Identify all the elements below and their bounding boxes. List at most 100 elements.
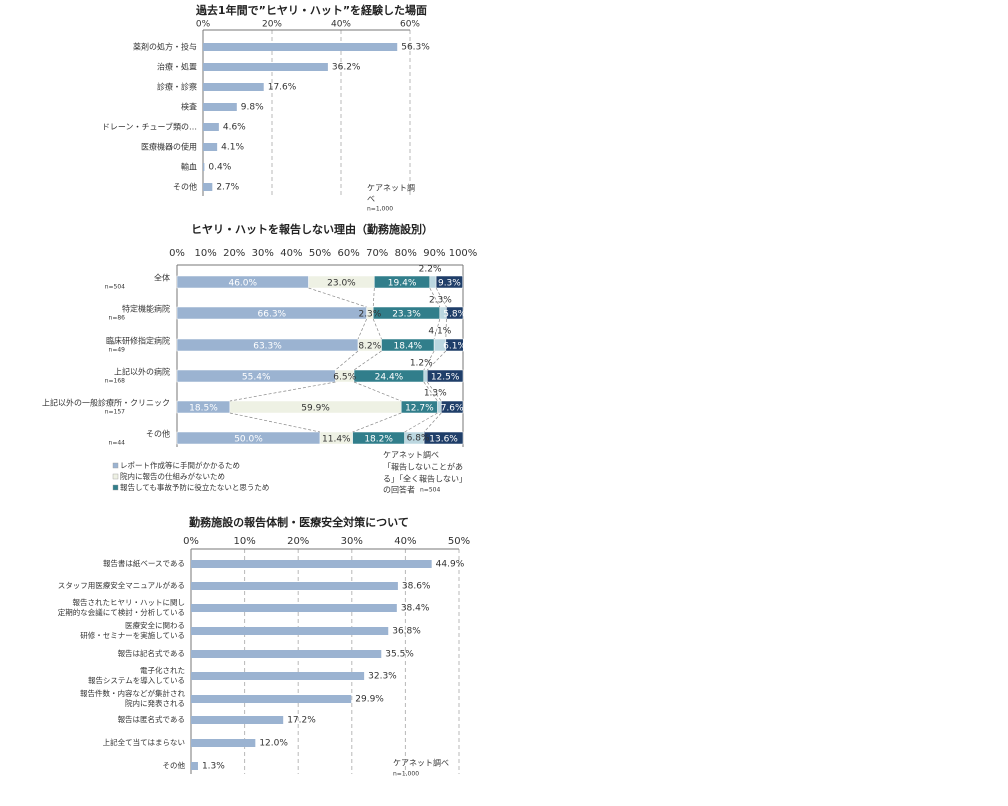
chart-2-segment	[441, 400, 464, 414]
chart-2-value-label: 6.1%	[443, 342, 466, 352]
chart-3-bar	[191, 695, 352, 703]
chart-2-value-label: 1.3%	[424, 389, 447, 399]
chart-2-category-n: n=168	[105, 378, 125, 385]
chart-2-connector-line	[423, 381, 438, 402]
chart-2-value-label: 13.6%	[429, 435, 458, 445]
chart-2: ヒヤリ・ハットを報告しない理由（勤務施設別） 0% 10% 20% 30% 40% 50% 6…	[42, 222, 477, 495]
chart-2-category-n: n=44	[109, 440, 126, 447]
chart-3-value-label: 35.5%	[385, 650, 414, 660]
chart-2-value-label: 7.6%	[441, 404, 464, 414]
chart-3-tick-label: 30%	[341, 536, 363, 547]
chart-3-value-label: 29.9%	[355, 695, 384, 705]
chart-2-value-label: 18.2%	[364, 435, 393, 445]
chart-1-source-note: n=1,000	[367, 206, 393, 213]
chart-3-title: 勤務施設の報告体制・医療安全対策について	[189, 515, 409, 529]
chart-3-bar	[191, 627, 389, 635]
chart-3-value-label: 44.9%	[436, 560, 465, 570]
chart-2-source-note: ケアネット調べ	[383, 450, 439, 460]
chart-3-tick-label: 40%	[394, 536, 416, 547]
chart-3-category-label: 報告書は紙ベースである	[103, 558, 185, 568]
chart-1-title: 過去1年間で”ヒヤリ・ハット”を経験した場面	[195, 3, 427, 17]
chart-1-bar	[203, 83, 264, 91]
chart-3-category-label: 報告は匿名式である	[118, 714, 185, 724]
chart-2-connector-line	[429, 287, 441, 308]
chart-1-value-label: 9.8%	[241, 103, 264, 113]
chart-3-category-label: 院内に発表される	[125, 698, 185, 708]
chart-2-value-label: 2.2%	[419, 265, 442, 275]
chart-2-category-label: 特定機能病院	[122, 304, 170, 314]
chart-3-category-label: 報告は記名式である	[118, 648, 185, 658]
chart-2-tick-label: 10%	[194, 248, 216, 259]
chart-2-value-label: 4.1%	[428, 327, 451, 337]
chart-2-connector-line	[372, 318, 382, 340]
chart-1-category-label: ドレーン・チューブ類の…	[102, 122, 197, 132]
chart-2-tick-label: 40%	[280, 248, 302, 259]
chart-2-title: ヒヤリ・ハットを報告しない理由（勤務施設別）	[191, 222, 433, 236]
chart-2-tick-label: 80%	[395, 248, 417, 259]
chart-1-tick-label: 60%	[400, 20, 420, 30]
chart-1-tick-label: 20%	[262, 20, 282, 30]
chart-2-legend-swatch	[112, 473, 119, 480]
chart-3-category-label: 報告システムを導入している	[88, 675, 185, 685]
chart-1-category-label: 医療機器の使用	[141, 142, 197, 152]
chart-2-segment	[435, 275, 463, 289]
chart-1-tick-label: 0%	[196, 20, 211, 30]
chart-1-category-label: 輸血	[181, 162, 197, 172]
chart-2-connector-line	[353, 381, 402, 402]
chart-2-value-label: 55.4%	[242, 373, 271, 383]
chart-3-source-note: n=1,000	[393, 771, 419, 778]
chart-2-legend-swatch	[112, 462, 119, 469]
chart-1-category-label: その他	[173, 182, 197, 192]
chart-2-connector-line	[372, 287, 375, 308]
chart-3-bar	[191, 650, 382, 658]
chart-2-category-label: 臨床研修指定病院	[106, 336, 170, 346]
chart-3-category-label: 電子化された	[140, 665, 185, 675]
chart-1-value-label: 36.2%	[332, 63, 361, 73]
chart-2-connector-line	[423, 350, 435, 371]
chart-2-value-label: 5.8%	[443, 310, 466, 320]
chart-2-value-label: 2.3%	[429, 296, 452, 306]
chart-3-value-label: 36.8%	[392, 627, 421, 637]
chart-2-connector-line	[423, 412, 442, 433]
chart-2-connector-line	[229, 381, 336, 402]
chart-2-value-label: 6.8%	[407, 434, 430, 444]
chart-2-tick-label: 20%	[223, 248, 245, 259]
chart-1-bar	[203, 103, 237, 111]
chart-1-value-label: 17.6%	[268, 83, 297, 93]
chart-3: 勤務施設の報告体制・医療安全対策について 0% 10% 20% 30% 40% 50% 報告書…	[58, 515, 470, 778]
chart-2-value-label: 46.0%	[228, 279, 257, 289]
chart-2-connector-line	[433, 318, 441, 340]
chart-2-legend-label: 報告しても事故予防に役立たないと思うため	[120, 482, 269, 492]
chart-2-value-label: 24.4%	[375, 373, 404, 383]
chart-1-bar	[203, 43, 398, 51]
chart-1-bar	[203, 123, 219, 131]
chart-1-tick-label: 40%	[331, 20, 351, 30]
chart-3-value-label: 38.6%	[402, 582, 431, 592]
chart-2-category-label: その他	[146, 429, 170, 439]
chart-2-legend-label: 院内に報告の仕組みがないため	[120, 471, 225, 481]
chart-1-value-label: 4.1%	[221, 143, 244, 153]
chart-2-value-label: 50.0%	[234, 435, 263, 445]
chart-2-value-label: 12.7%	[405, 404, 434, 414]
chart-3-category-label: 研修・セミナーを実施している	[80, 630, 185, 640]
chart-2-value-label: 12.5%	[431, 373, 460, 383]
chart-2-category-label: 全体	[154, 273, 170, 283]
chart-3-value-label: 12.0%	[259, 739, 288, 749]
chart-2-segment	[423, 431, 464, 445]
chart-2-value-label: 23.3%	[392, 310, 421, 320]
chart-3-tick-label: 50%	[448, 536, 470, 547]
chart-2-source-note: 「報告しないことがあ	[383, 462, 463, 472]
chart-2-connector-line	[308, 287, 367, 308]
chart-1-bar	[203, 163, 205, 171]
chart-3-value-label: 32.3%	[368, 672, 397, 682]
chart-1-category-label: 診療・診察	[157, 82, 197, 92]
chart-2-tick-label: 30%	[252, 248, 274, 259]
chart-1-value-label: 4.6%	[223, 123, 246, 133]
chart-1-bar	[203, 183, 213, 191]
chart-2-value-label: 18.4%	[394, 342, 423, 352]
chart-3-category-label: 定期的な会議にて検討・分析している	[58, 607, 185, 617]
chart-2-legend-swatch	[112, 484, 119, 491]
chart-3-category-label: 上記全て当てはまらない	[103, 737, 185, 747]
chart-2-connector-line	[426, 350, 447, 371]
